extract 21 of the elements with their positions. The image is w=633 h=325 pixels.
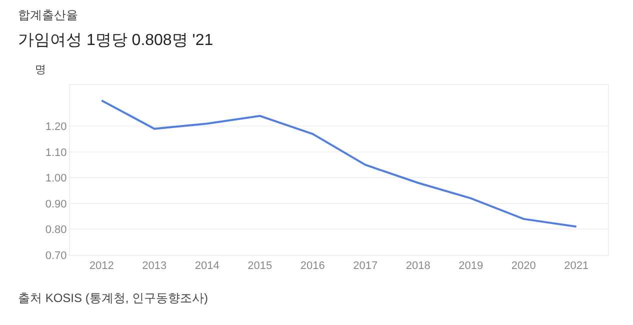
- y-tick-label: 0.70: [45, 250, 67, 262]
- y-tick-label: 1.20: [45, 121, 67, 134]
- x-tick-label: 2020: [511, 260, 536, 272]
- y-tick-label: 0.80: [45, 224, 67, 236]
- chart-subtitle: 가임여성 1명당 0.808명 '21: [18, 32, 214, 49]
- x-tick-label: 2019: [458, 260, 484, 272]
- y-tick-label: 0.90: [45, 198, 67, 210]
- y-tick-label: 1.10: [45, 146, 67, 159]
- line-series: [100, 99, 578, 228]
- x-tick-label: 2021: [564, 260, 589, 272]
- x-tick-label: 2012: [89, 260, 114, 272]
- y-axis-title: 명: [35, 64, 46, 76]
- x-tick-label: 2018: [406, 260, 430, 272]
- source-note: 출처 KOSIS (통계청, 인구동향조사): [18, 291, 208, 305]
- x-tick-label: 2015: [248, 260, 272, 272]
- x-tick-label: 2016: [300, 260, 325, 272]
- x-tick-label: 2013: [142, 260, 167, 272]
- x-tick-label: 2017: [353, 260, 378, 272]
- chart-title: 합계출산율: [18, 8, 78, 22]
- y-tick-label: 1.00: [45, 172, 67, 185]
- x-tick-label: 2014: [194, 260, 220, 272]
